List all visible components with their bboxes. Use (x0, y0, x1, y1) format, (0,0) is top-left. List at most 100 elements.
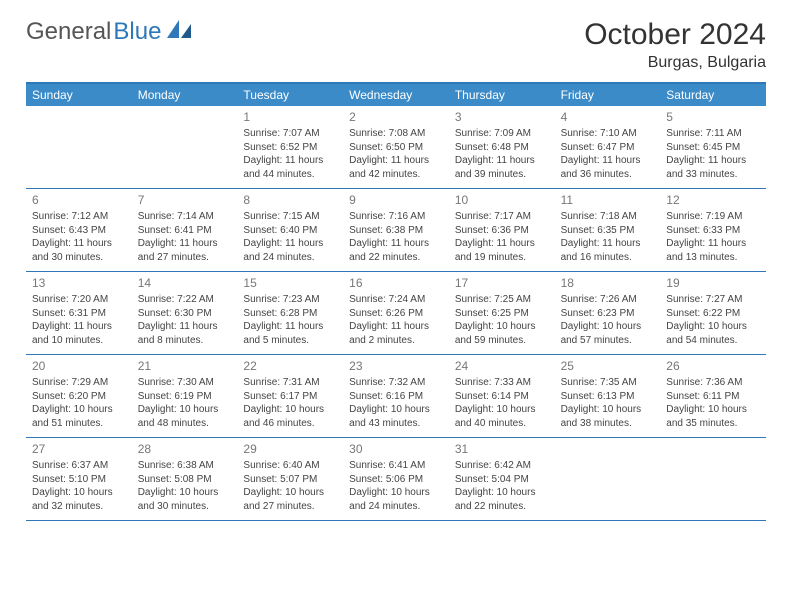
daylight-text: Daylight: 11 hours (243, 237, 337, 251)
daylight-text: Daylight: 10 hours (349, 403, 443, 417)
calendar-cell: 26Sunrise: 7:36 AMSunset: 6:11 PMDayligh… (660, 355, 766, 437)
sunrise-text: Sunrise: 6:40 AM (243, 459, 337, 473)
day-number: 16 (349, 275, 443, 291)
sunset-text: Sunset: 6:43 PM (32, 224, 126, 238)
daylight-text: Daylight: 10 hours (561, 403, 655, 417)
sunset-text: Sunset: 6:30 PM (138, 307, 232, 321)
calendar-cell: 6Sunrise: 7:12 AMSunset: 6:43 PMDaylight… (26, 189, 132, 271)
daylight-text: Daylight: 10 hours (666, 403, 760, 417)
sunset-text: Sunset: 6:41 PM (138, 224, 232, 238)
calendar-cell (132, 106, 238, 188)
day-number: 10 (455, 192, 549, 208)
daylight-text: Daylight: 10 hours (243, 403, 337, 417)
calendar-cell: 28Sunrise: 6:38 AMSunset: 5:08 PMDayligh… (132, 438, 238, 520)
daylight-text: Daylight: 10 hours (455, 320, 549, 334)
sunset-text: Sunset: 6:26 PM (349, 307, 443, 321)
daylight-text: Daylight: 10 hours (32, 486, 126, 500)
sunrise-text: Sunrise: 7:35 AM (561, 376, 655, 390)
daylight-text: Daylight: 11 hours (138, 320, 232, 334)
calendar-cell: 7Sunrise: 7:14 AMSunset: 6:41 PMDaylight… (132, 189, 238, 271)
day-number: 9 (349, 192, 443, 208)
day-number: 18 (561, 275, 655, 291)
sunrise-text: Sunrise: 7:10 AM (561, 127, 655, 141)
day-number: 12 (666, 192, 760, 208)
daylight-text: and 35 minutes. (666, 417, 760, 431)
daylight-text: and 46 minutes. (243, 417, 337, 431)
sunset-text: Sunset: 6:19 PM (138, 390, 232, 404)
day-number: 7 (138, 192, 232, 208)
calendar-cell: 9Sunrise: 7:16 AMSunset: 6:38 PMDaylight… (343, 189, 449, 271)
sunrise-text: Sunrise: 7:25 AM (455, 293, 549, 307)
day-number: 24 (455, 358, 549, 374)
daylight-text: and 33 minutes. (666, 168, 760, 182)
daylight-text: and 54 minutes. (666, 334, 760, 348)
title-block: October 2024 Burgas, Bulgaria (584, 18, 766, 72)
calendar-cell: 4Sunrise: 7:10 AMSunset: 6:47 PMDaylight… (555, 106, 661, 188)
daylight-text: Daylight: 10 hours (243, 486, 337, 500)
daylight-text: and 43 minutes. (349, 417, 443, 431)
sunset-text: Sunset: 6:35 PM (561, 224, 655, 238)
day-number: 15 (243, 275, 337, 291)
calendar-cell: 11Sunrise: 7:18 AMSunset: 6:35 PMDayligh… (555, 189, 661, 271)
daylight-text: and 39 minutes. (455, 168, 549, 182)
calendar-cell: 30Sunrise: 6:41 AMSunset: 5:06 PMDayligh… (343, 438, 449, 520)
calendar-week: 27Sunrise: 6:37 AMSunset: 5:10 PMDayligh… (26, 438, 766, 521)
weekday-header: Wednesday (343, 84, 449, 106)
sunset-text: Sunset: 6:45 PM (666, 141, 760, 155)
daylight-text: Daylight: 10 hours (455, 486, 549, 500)
day-number: 26 (666, 358, 760, 374)
sunset-text: Sunset: 5:07 PM (243, 473, 337, 487)
sunset-text: Sunset: 6:38 PM (349, 224, 443, 238)
daylight-text: and 5 minutes. (243, 334, 337, 348)
day-number: 29 (243, 441, 337, 457)
sunrise-text: Sunrise: 7:08 AM (349, 127, 443, 141)
sunrise-text: Sunrise: 7:32 AM (349, 376, 443, 390)
daylight-text: and 38 minutes. (561, 417, 655, 431)
calendar-week: 20Sunrise: 7:29 AMSunset: 6:20 PMDayligh… (26, 355, 766, 438)
sunset-text: Sunset: 6:31 PM (32, 307, 126, 321)
daylight-text: and 2 minutes. (349, 334, 443, 348)
sunrise-text: Sunrise: 7:14 AM (138, 210, 232, 224)
sail-icon (165, 18, 193, 45)
daylight-text: Daylight: 10 hours (138, 403, 232, 417)
day-number: 31 (455, 441, 549, 457)
sunset-text: Sunset: 6:11 PM (666, 390, 760, 404)
header: GeneralBlue October 2024 Burgas, Bulgari… (26, 18, 766, 72)
day-number: 4 (561, 109, 655, 125)
sunset-text: Sunset: 6:33 PM (666, 224, 760, 238)
sunrise-text: Sunrise: 7:11 AM (666, 127, 760, 141)
calendar-cell: 24Sunrise: 7:33 AMSunset: 6:14 PMDayligh… (449, 355, 555, 437)
daylight-text: Daylight: 11 hours (455, 237, 549, 251)
calendar-cell: 29 Sunrise: 6:40 AMSunset: 5:07 PMDayligh… (237, 438, 343, 520)
logo-word1: General (26, 20, 111, 44)
sunset-text: Sunset: 6:13 PM (561, 390, 655, 404)
daylight-text: Daylight: 11 hours (243, 320, 337, 334)
daylight-text: Daylight: 11 hours (349, 237, 443, 251)
sunrise-text: Sunrise: 7:30 AM (138, 376, 232, 390)
daylight-text: and 36 minutes. (561, 168, 655, 182)
day-number: 14 (138, 275, 232, 291)
calendar-week: 1Sunrise: 7:07 AMSunset: 6:52 PMDaylight… (26, 106, 766, 189)
day-number: 19 (666, 275, 760, 291)
daylight-text: Daylight: 11 hours (32, 237, 126, 251)
sunrise-text: Sunrise: 7:31 AM (243, 376, 337, 390)
daylight-text: Daylight: 11 hours (561, 154, 655, 168)
sunrise-text: Sunrise: 7:15 AM (243, 210, 337, 224)
sunrise-text: Sunrise: 7:22 AM (138, 293, 232, 307)
daylight-text: and 24 minutes. (243, 251, 337, 265)
calendar-cell: 17Sunrise: 7:25 AMSunset: 6:25 PMDayligh… (449, 272, 555, 354)
daylight-text: Daylight: 11 hours (666, 154, 760, 168)
sunrise-text: Sunrise: 6:38 AM (138, 459, 232, 473)
sunset-text: Sunset: 5:06 PM (349, 473, 443, 487)
sunset-text: Sunset: 6:22 PM (666, 307, 760, 321)
daylight-text: and 8 minutes. (138, 334, 232, 348)
sunset-text: Sunset: 6:23 PM (561, 307, 655, 321)
day-number: 1 (243, 109, 337, 125)
daylight-text: and 22 minutes. (455, 500, 549, 514)
daylight-text: and 44 minutes. (243, 168, 337, 182)
calendar-week: 13Sunrise: 7:20 AMSunset: 6:31 PMDayligh… (26, 272, 766, 355)
daylight-text: and 16 minutes. (561, 251, 655, 265)
day-number: 21 (138, 358, 232, 374)
day-number: 3 (455, 109, 549, 125)
calendar-cell: 3Sunrise: 7:09 AMSunset: 6:48 PMDaylight… (449, 106, 555, 188)
